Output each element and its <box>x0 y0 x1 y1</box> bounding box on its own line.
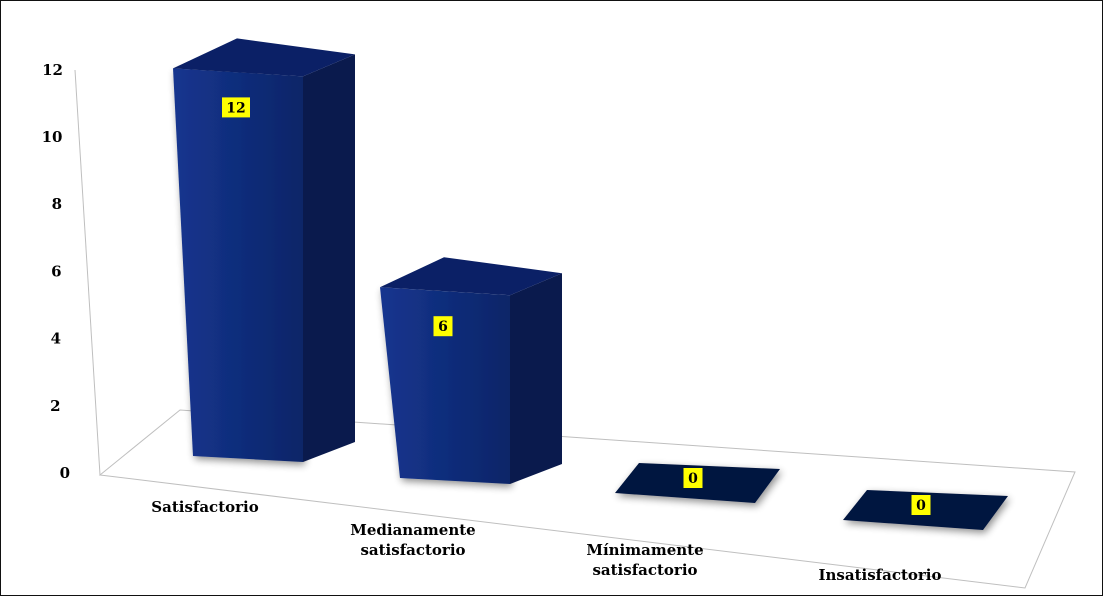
bar-side-face <box>303 54 355 463</box>
bar-1 <box>380 257 562 484</box>
data-label-bg <box>911 495 931 515</box>
y-tick-label: 2 <box>50 397 60 415</box>
data-label-bg <box>433 316 453 337</box>
data-label-bg <box>222 97 250 118</box>
data-label-value: 0 <box>688 471 698 487</box>
data-label-value: 12 <box>226 100 245 116</box>
bars-layer <box>173 38 1008 530</box>
bar-0 <box>173 38 355 463</box>
data-label-0: 12 <box>222 97 250 118</box>
axes-layer: 0 2 4 6 8 10 12 <box>42 61 1076 589</box>
bar-top-face <box>380 257 562 296</box>
data-label-3: 0 <box>911 495 931 515</box>
y-axis-line <box>74 69 101 476</box>
x-category-label: Mínimamente <box>586 541 703 559</box>
bar-front-face <box>173 68 303 463</box>
y-tick-label: 12 <box>42 61 63 79</box>
floor-plane <box>98 409 1076 589</box>
labels-layer: 12 6 0 0 Satisfactorio Medianamente satisfacto… <box>151 97 942 584</box>
data-label-value: 0 <box>916 498 926 514</box>
data-label-bg <box>683 468 703 488</box>
x-category-label: Satisfactorio <box>151 498 258 516</box>
y-tick-label: 0 <box>60 464 70 482</box>
bar-side-face <box>510 273 562 484</box>
y-tick-label: 10 <box>42 128 63 146</box>
x-category-label: Insatisfactorio <box>818 566 941 584</box>
y-tick-label: 4 <box>51 330 61 348</box>
data-label-1: 6 <box>433 316 453 337</box>
x-category-label: satisfactorio <box>360 541 465 559</box>
data-label-2: 0 <box>683 468 703 488</box>
y-tick-label: 6 <box>51 262 61 280</box>
bar-top-face <box>173 38 355 77</box>
y-tick-label: 8 <box>52 195 62 213</box>
x-category-label: Medianamente <box>350 521 475 539</box>
x-category-label: satisfactorio <box>592 561 697 579</box>
bar-front-face <box>380 287 510 484</box>
data-label-value: 6 <box>438 319 448 335</box>
